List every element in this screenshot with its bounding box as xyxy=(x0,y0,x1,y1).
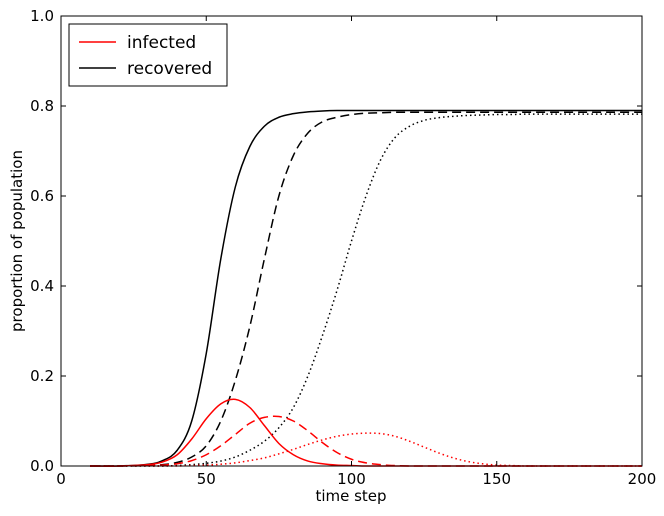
series-line-1 xyxy=(90,111,642,467)
y-tick-label: 1.0 xyxy=(30,7,54,25)
x-tick-label: 0 xyxy=(56,470,66,488)
y-tick-label: 0.8 xyxy=(30,97,54,115)
legend-box xyxy=(68,23,228,87)
x-tick-label: 150 xyxy=(482,470,511,488)
x-tick-label: 200 xyxy=(628,470,657,488)
legend: infected recovered xyxy=(68,23,228,87)
y-tick-label: 0.2 xyxy=(30,367,54,385)
y-tick-label: 0.4 xyxy=(30,277,54,295)
legend-recovered-label: recovered xyxy=(127,59,212,79)
y-tick-label: 0.6 xyxy=(30,187,54,205)
x-tick-label: 50 xyxy=(197,470,216,488)
x-axis-label: time step xyxy=(315,487,386,505)
y-axis-label: proportion of population xyxy=(8,150,26,332)
series-line-0 xyxy=(90,109,642,467)
legend-infected-label: infected xyxy=(127,33,196,53)
series-line-2 xyxy=(90,113,642,467)
x-tick-label: 100 xyxy=(337,470,366,488)
y-tick-label: 0.0 xyxy=(30,457,54,475)
tick-layer: 0 50 100 150 200 0.0 0.2 0.4 0.6 0.8 1.0 xyxy=(30,7,656,488)
